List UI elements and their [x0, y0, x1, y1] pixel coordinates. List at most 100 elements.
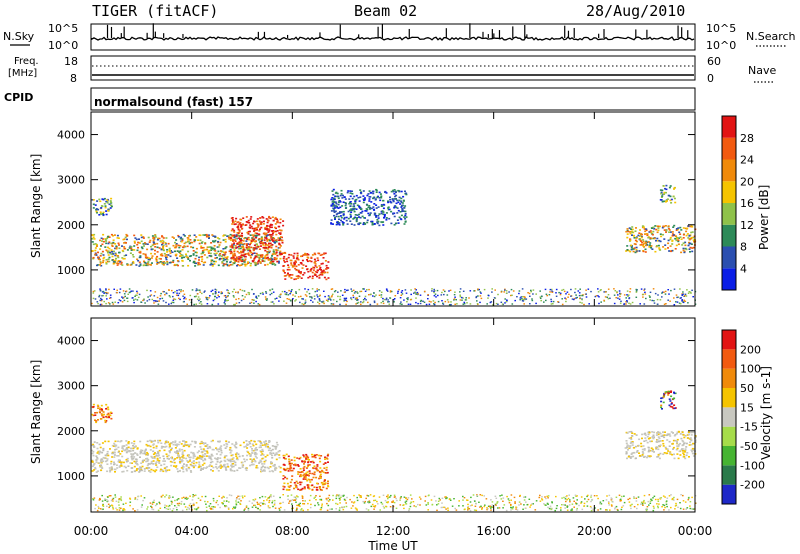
data-cell [283, 468, 286, 471]
data-cell [669, 231, 672, 233]
ground-scatter-cell [652, 497, 654, 499]
data-cell [664, 187, 666, 190]
data-cell [231, 454, 234, 456]
data-cell [240, 264, 243, 266]
ground-scatter-cell [141, 504, 143, 506]
data-cell [267, 467, 270, 470]
data-cell [179, 457, 182, 459]
data-cell [136, 468, 138, 470]
data-cell [99, 212, 102, 215]
data-cell [261, 448, 264, 451]
ground-scatter-cell [403, 496, 406, 498]
data-cell [359, 222, 362, 224]
data-cell [258, 257, 261, 259]
data-cell [257, 246, 260, 248]
ground-scatter-cell [238, 495, 241, 497]
data-cell [140, 468, 143, 471]
ground-scatter-cell [238, 302, 241, 304]
ground-scatter-cell [547, 506, 549, 509]
data-cell [308, 472, 311, 475]
data-cell [230, 250, 233, 253]
data-cell [98, 407, 101, 409]
data-cell [225, 442, 228, 445]
data-cell [692, 236, 695, 239]
data-cell [657, 240, 660, 242]
data-cell [168, 469, 171, 471]
colorbar-swatch [722, 246, 736, 269]
data-cell [308, 479, 311, 481]
ground-scatter-cell [283, 509, 286, 511]
ground-scatter-cell [397, 292, 399, 294]
ground-scatter-cell [99, 289, 102, 291]
data-cell [312, 461, 315, 464]
data-cell [106, 463, 109, 465]
ground-scatter-cell [539, 297, 542, 299]
data-cell [662, 431, 665, 434]
data-cell [651, 233, 654, 236]
data-cell [238, 258, 241, 260]
data-cell [669, 400, 672, 402]
data-cell [278, 229, 281, 231]
data-cell [288, 458, 291, 461]
data-cell [299, 481, 302, 484]
data-cell [222, 264, 225, 267]
ground-scatter-cell [265, 292, 268, 294]
data-cell [96, 264, 98, 267]
data-cell [139, 252, 142, 254]
ground-scatter-cell [384, 499, 387, 502]
data-cell [663, 452, 666, 454]
data-cell [122, 461, 125, 464]
ground-scatter-cell [165, 292, 168, 295]
data-cell [168, 446, 171, 449]
data-cell [656, 456, 659, 458]
ground-scatter-cell [688, 291, 691, 293]
data-cell [265, 218, 268, 220]
data-cell [268, 215, 271, 218]
ground-scatter-cell [360, 496, 362, 498]
data-cell [180, 240, 183, 243]
ground-scatter-cell [170, 302, 173, 305]
ground-scatter-cell [619, 292, 621, 295]
data-cell [368, 198, 371, 200]
ground-scatter-cell [245, 293, 248, 296]
data-cell [131, 462, 133, 464]
data-cell [679, 433, 682, 435]
ground-scatter-cell [529, 303, 531, 305]
data-cell [314, 454, 316, 457]
data-cell [124, 466, 127, 469]
data-cell [161, 262, 164, 265]
data-cell [372, 197, 374, 200]
ground-scatter-cell [459, 288, 462, 290]
data-cell [681, 448, 684, 450]
data-cell [333, 205, 336, 207]
data-cell [129, 447, 132, 450]
data-cell [311, 275, 314, 278]
data-cell [147, 444, 150, 447]
data-cell [340, 193, 343, 195]
data-cell [142, 452, 145, 455]
data-cell [354, 200, 357, 203]
data-cell [396, 207, 399, 209]
ground-scatter-cell [474, 290, 476, 292]
ground-scatter-cell [257, 507, 259, 510]
data-cell [645, 243, 648, 246]
data-cell [160, 464, 163, 467]
data-cell [182, 440, 184, 442]
data-cell [126, 460, 129, 462]
data-cell [131, 249, 134, 251]
data-cell [138, 468, 141, 470]
data-cell [673, 397, 676, 400]
ground-scatter-cell [575, 495, 577, 497]
data-cell [271, 260, 274, 263]
data-cell [170, 449, 173, 451]
ground-scatter-cell [135, 294, 137, 296]
data-cell [264, 243, 267, 246]
data-cell [91, 470, 94, 472]
data-cell [98, 453, 101, 455]
ground-scatter-cell [366, 289, 368, 291]
data-cell [106, 246, 109, 249]
ground-scatter-cell [199, 291, 201, 293]
data-cell [115, 448, 118, 450]
ground-scatter-cell [435, 500, 437, 502]
data-cell [369, 214, 371, 216]
